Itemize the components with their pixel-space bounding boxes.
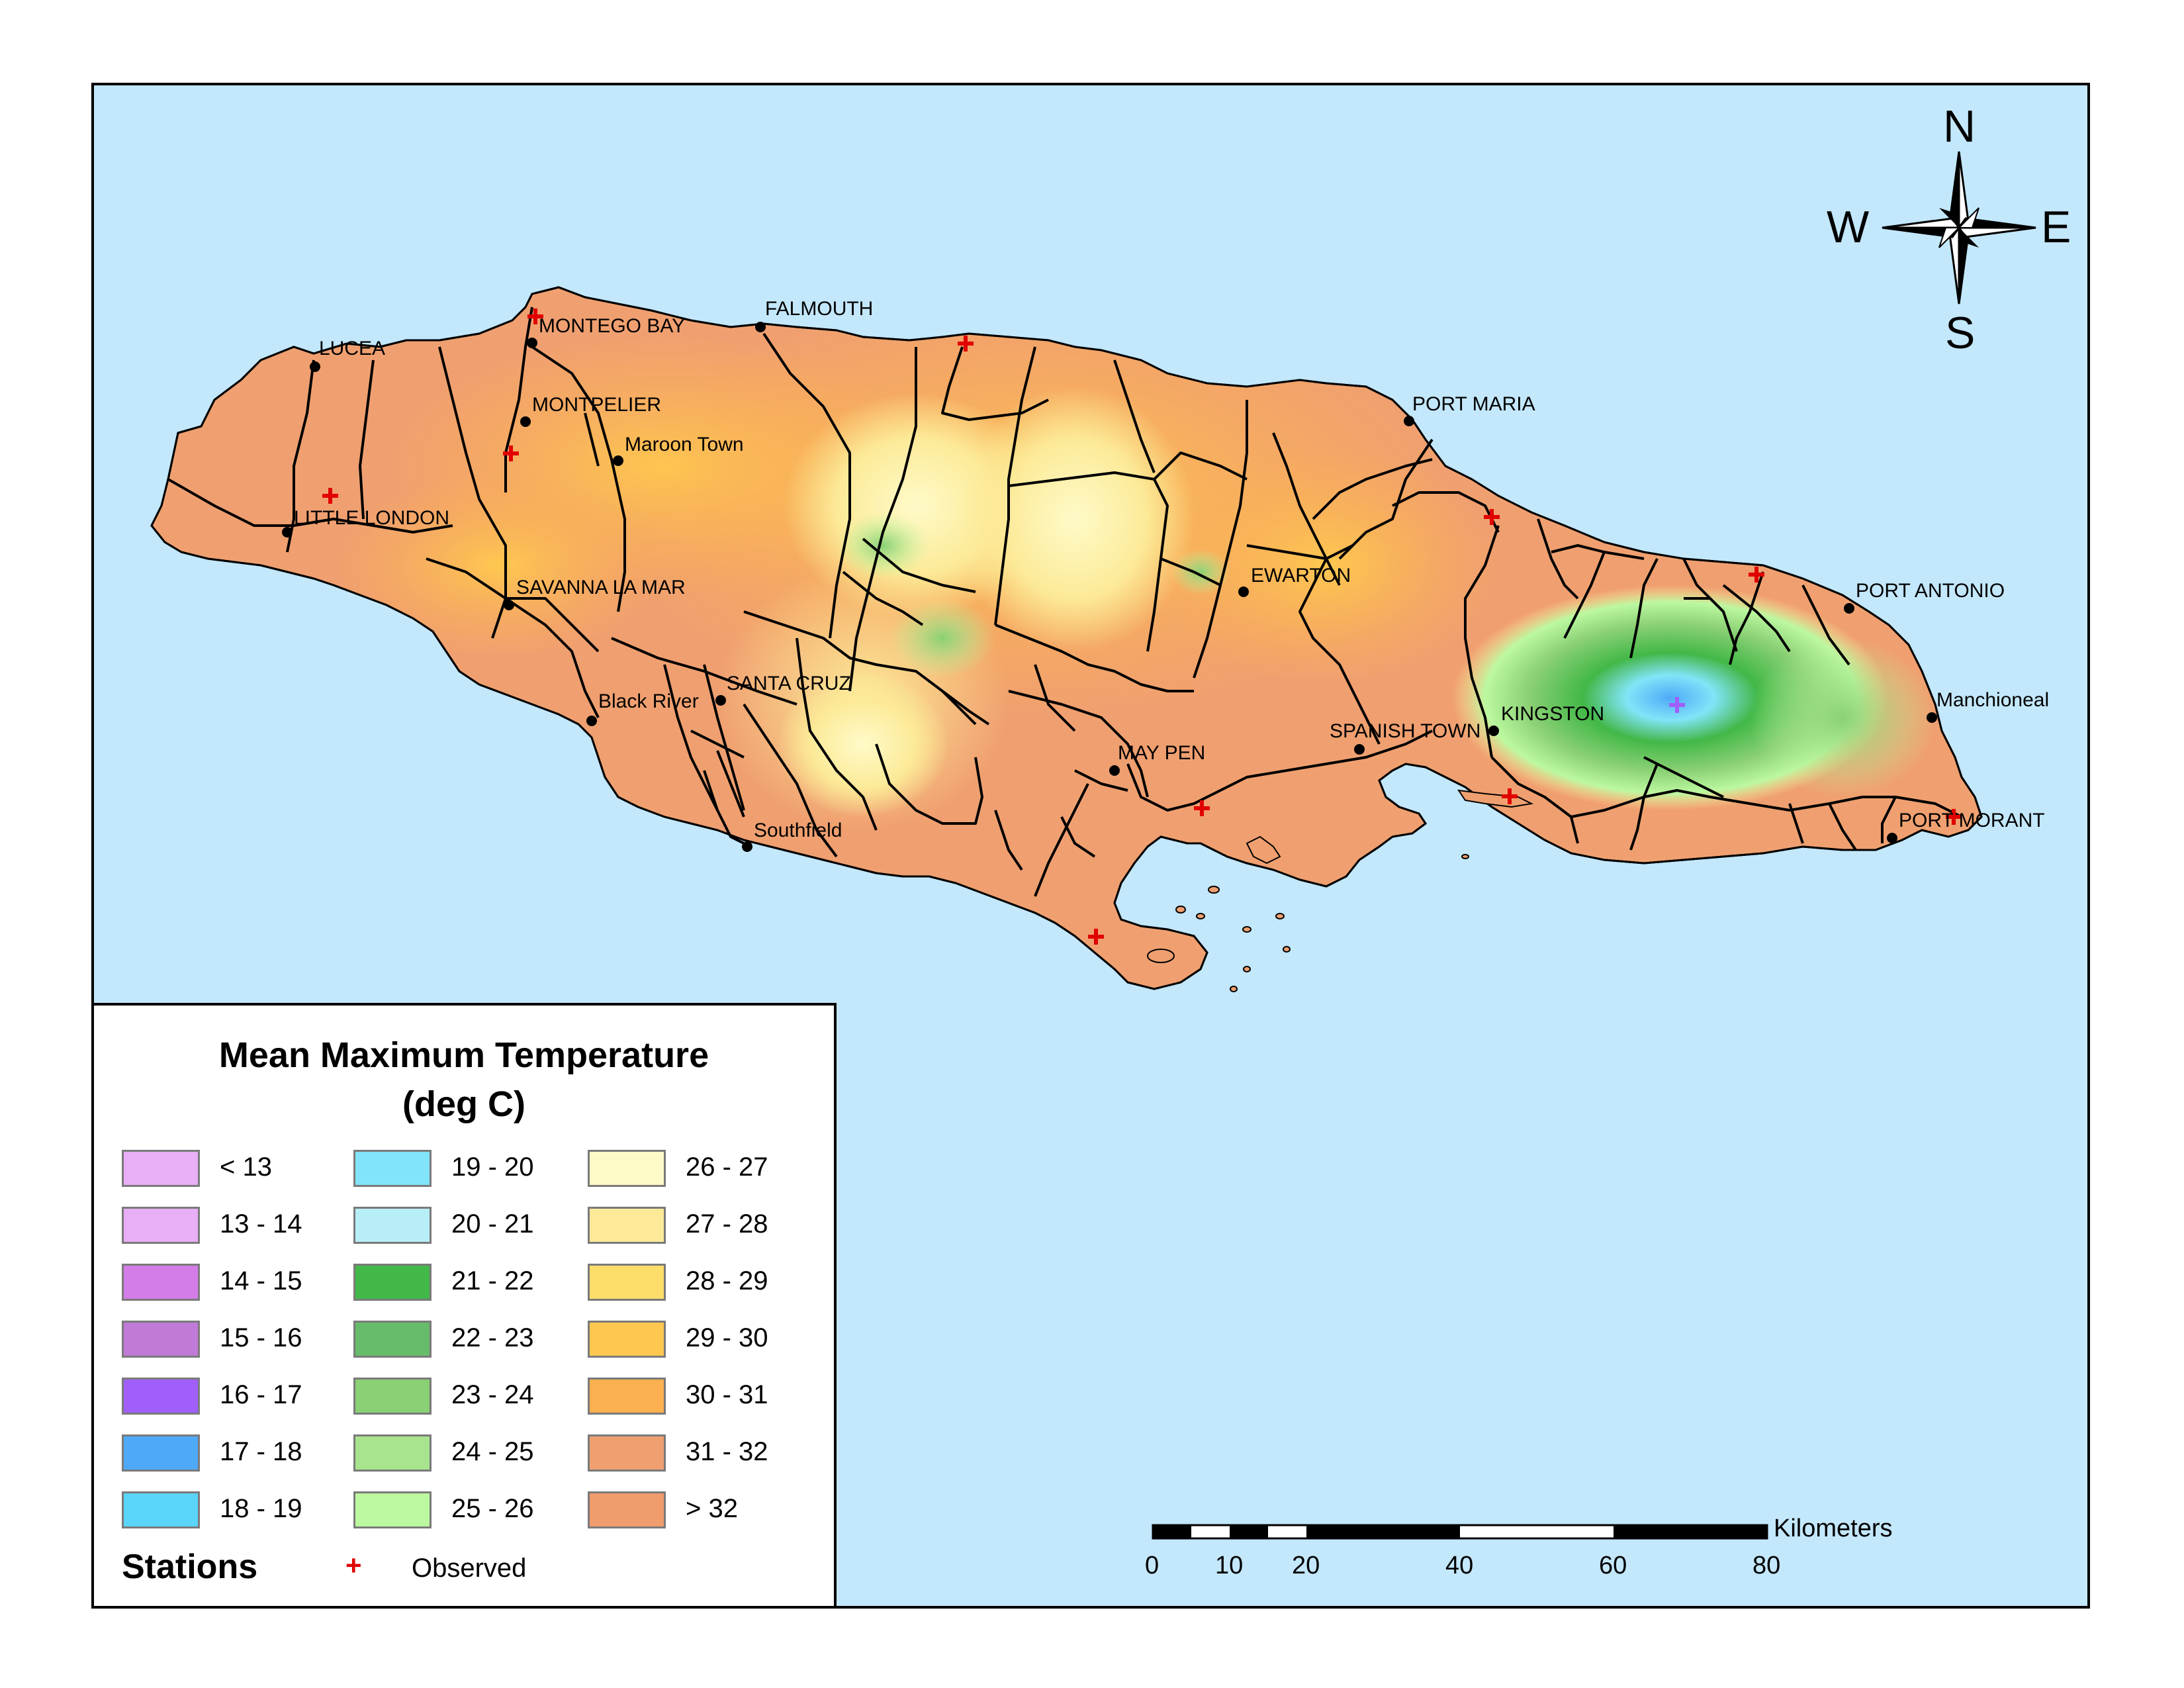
scale-tick-label: 80 <box>1752 1552 1781 1579</box>
legend-swatch <box>588 1434 666 1472</box>
city-label-montpelier: MONTPELIER <box>532 394 661 416</box>
legend-swatch <box>588 1150 666 1187</box>
scale-bar-graphic <box>1152 1524 1768 1540</box>
offshore-islands <box>1147 789 1534 992</box>
legend-swatch <box>353 1378 432 1415</box>
city-markers <box>282 322 1937 852</box>
scale-bar: Kilometers 0 10 20 40 60 80 <box>1145 1515 1979 1602</box>
observed-label: Observed <box>412 1554 527 1583</box>
legend-swatch <box>122 1378 200 1415</box>
legend-label: 19 - 20 <box>451 1152 534 1182</box>
scale-tick-label: 0 <box>1145 1552 1160 1579</box>
legend-label: 15 - 16 <box>220 1323 302 1352</box>
scale-tick-label: 60 <box>1599 1552 1627 1579</box>
city-label-maroon-town: Maroon Town <box>625 434 744 455</box>
legend-swatch <box>588 1491 666 1528</box>
scale-tick-label: 40 <box>1445 1552 1474 1579</box>
compass-west-label: W <box>1827 202 1869 252</box>
observed-station-icon: + <box>345 1550 362 1581</box>
city-label-falmouth: FALMOUTH <box>765 298 873 320</box>
legend-swatch <box>588 1321 666 1358</box>
scale-tick-label: 10 <box>1215 1552 1244 1579</box>
legend-label: 25 - 26 <box>451 1494 534 1523</box>
legend-swatch <box>588 1378 666 1415</box>
legend-panel: Mean Maximum Temperature (deg C) < 13 13 … <box>91 1003 837 1609</box>
legend-title: Mean Maximum Temperature (deg C) <box>94 1031 834 1129</box>
compass-rose-icon: N S W E <box>1827 101 2071 358</box>
legend-label: 31 - 32 <box>686 1437 768 1466</box>
city-label-ewarton: EWARTON <box>1251 565 1351 586</box>
legend-swatch <box>122 1150 200 1187</box>
legend-label: 20 - 21 <box>451 1209 534 1239</box>
legend-label: 16 - 17 <box>220 1380 302 1409</box>
legend-swatch <box>353 1150 432 1187</box>
legend-swatch <box>353 1264 432 1301</box>
compass-south-label: S <box>1945 308 1975 358</box>
legend-label: 23 - 24 <box>451 1380 534 1409</box>
legend-label: 24 - 25 <box>451 1437 534 1466</box>
city-label-little-london: LITTLE LONDON <box>294 507 449 529</box>
legend-label: 29 - 30 <box>686 1323 768 1352</box>
city-label-port-morant: PORT MORANT <box>1899 810 2045 831</box>
legend-label: 17 - 18 <box>220 1437 302 1466</box>
map-canvas: LUCEA MONTEGO BAY FALMOUTH MONTPELIER Ma… <box>150 101 2071 992</box>
map-frame: LUCEA MONTEGO BAY FALMOUTH MONTPELIER Ma… <box>91 83 2090 1609</box>
parish-boundaries <box>167 306 1962 897</box>
compass-east-label: E <box>2041 202 2071 252</box>
legend-label: 14 - 15 <box>220 1266 302 1295</box>
city-label-kingston: KINGSTON <box>1501 703 1604 725</box>
legend-title-line2: (deg C) <box>402 1084 525 1124</box>
legend-label: < 13 <box>220 1152 272 1182</box>
compass-north-label: N <box>1943 101 1976 152</box>
legend-swatch <box>353 1321 432 1358</box>
legend-label: 18 - 19 <box>220 1494 302 1523</box>
stations-heading: Stations <box>122 1548 258 1586</box>
city-label-santa-cruz: SANTA CRUZ <box>727 673 851 694</box>
legend-label: 13 - 14 <box>220 1209 302 1239</box>
legend-swatch <box>588 1207 666 1244</box>
city-label-lucea: LUCEA <box>319 338 385 359</box>
city-label-savanna-la-mar: SAVANNA LA MAR <box>516 577 686 598</box>
coastline <box>150 286 1983 990</box>
scale-unit-label: Kilometers <box>1774 1515 1893 1542</box>
city-label-manchioneal: Manchioneal <box>1936 689 2049 711</box>
city-label-southfield: Southfield <box>754 820 842 841</box>
city-label-spanish-town: SPANISH TOWN <box>1330 720 1480 742</box>
legend-swatch <box>353 1491 432 1528</box>
legend-label: 26 - 27 <box>686 1152 768 1182</box>
city-label-port-maria: PORT MARIA <box>1412 393 1535 415</box>
city-label-black-river: Black River <box>598 690 699 712</box>
observed-stations <box>322 308 1962 945</box>
legend-label: 22 - 23 <box>451 1323 534 1352</box>
scale-tick-label: 20 <box>1292 1552 1320 1579</box>
legend-swatch <box>122 1321 200 1358</box>
legend-label: 27 - 28 <box>686 1209 768 1239</box>
city-labels: LUCEA MONTEGO BAY FALMOUTH MONTPELIER Ma… <box>294 298 2049 841</box>
legend-swatch <box>122 1207 200 1244</box>
legend-title-line1: Mean Maximum Temperature <box>218 1035 709 1075</box>
legend-swatch <box>122 1264 200 1301</box>
legend-swatch <box>588 1264 666 1301</box>
city-label-montego-bay: MONTEGO BAY <box>539 315 685 337</box>
city-label-may-pen: MAY PEN <box>1118 742 1205 764</box>
city-label-port-antonio: PORT ANTONIO <box>1856 580 2005 602</box>
legend-label: 28 - 29 <box>686 1266 768 1295</box>
legend-swatch <box>353 1207 432 1244</box>
legend-swatch <box>122 1491 200 1528</box>
legend-label: 30 - 31 <box>686 1380 768 1409</box>
legend-swatch <box>122 1434 200 1472</box>
legend-swatch <box>353 1434 432 1472</box>
legend-label: > 32 <box>686 1494 738 1523</box>
legend-label: 21 - 22 <box>451 1266 534 1295</box>
